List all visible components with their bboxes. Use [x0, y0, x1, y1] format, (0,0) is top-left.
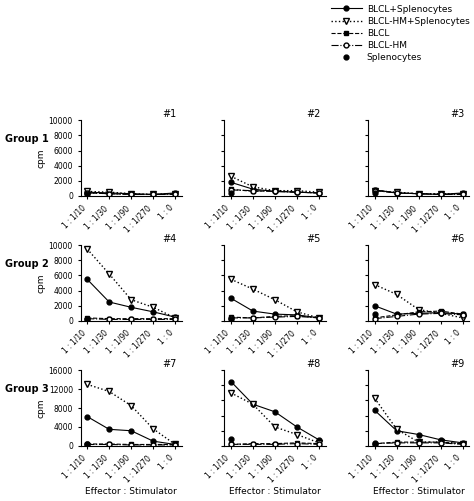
Text: #5: #5	[306, 234, 320, 244]
Text: #2: #2	[306, 109, 320, 119]
Text: #3: #3	[450, 109, 464, 119]
Legend: BLCL+Splenocytes, BLCL-HM+Splenocytes, BLCL, BLCL-HM, Splenocytes: BLCL+Splenocytes, BLCL-HM+Splenocytes, B…	[331, 5, 469, 62]
Text: Group 1: Group 1	[5, 134, 48, 144]
Y-axis label: cpm: cpm	[37, 148, 46, 168]
Text: #6: #6	[450, 234, 464, 244]
Y-axis label: cpm: cpm	[37, 274, 46, 293]
Text: #4: #4	[163, 234, 177, 244]
Y-axis label: cpm: cpm	[37, 398, 46, 418]
X-axis label: Effector : Stimulator: Effector : Stimulator	[85, 486, 177, 495]
Text: #8: #8	[306, 359, 320, 369]
Text: #1: #1	[163, 109, 177, 119]
X-axis label: Effector : Stimulator: Effector : Stimulator	[229, 486, 321, 495]
X-axis label: Effector : Stimulator: Effector : Stimulator	[373, 486, 465, 495]
Text: #9: #9	[450, 359, 464, 369]
Text: Group 3: Group 3	[5, 384, 48, 394]
Text: #7: #7	[163, 359, 177, 369]
Text: Group 2: Group 2	[5, 259, 48, 269]
